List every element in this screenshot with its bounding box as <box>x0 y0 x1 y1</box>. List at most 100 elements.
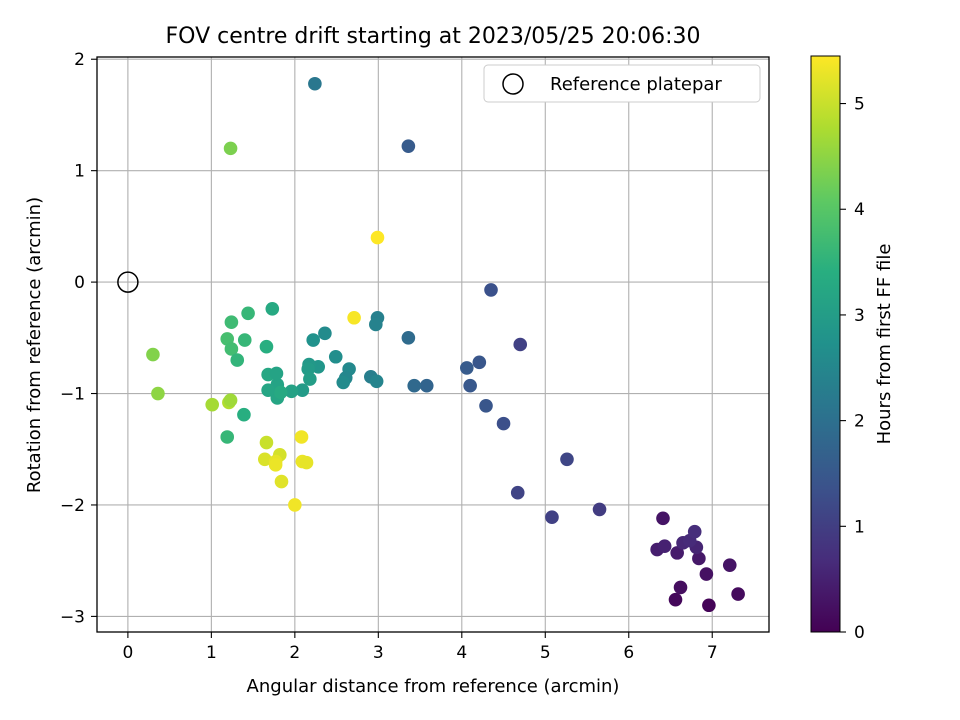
data-point <box>673 580 688 595</box>
data-point <box>303 372 317 386</box>
chart-title: FOV centre drift starting at 2023/05/25 … <box>166 24 701 49</box>
data-point <box>241 306 255 321</box>
data-point <box>510 485 525 500</box>
reference-marker <box>117 271 139 293</box>
data-point <box>318 326 332 341</box>
data-point <box>224 315 239 330</box>
colorbar: 0 1 2 3 4 5 Hours from first FF file <box>810 55 895 643</box>
data-point <box>273 385 288 400</box>
data-point <box>370 230 385 245</box>
colorbar-tick-label: 1 <box>854 517 865 537</box>
y-tick-label: 2 <box>74 50 85 70</box>
data-point <box>336 375 351 390</box>
x-tick-label: 4 <box>456 643 467 663</box>
data-point <box>230 353 245 367</box>
data-point <box>656 511 670 526</box>
y-axis-label: Rotation from reference (arcmin) <box>24 197 45 493</box>
data-point <box>560 452 574 467</box>
data-point <box>257 452 272 467</box>
data-point <box>479 398 493 413</box>
legend: Reference platepar <box>483 64 761 103</box>
x-tick-label: 7 <box>707 643 718 663</box>
colorbar-label: Hours from first FF file <box>874 244 895 445</box>
grid <box>97 57 769 632</box>
data-point <box>513 337 528 352</box>
data-point <box>460 361 474 375</box>
data-point <box>545 510 559 525</box>
data-point <box>295 383 310 397</box>
y-tick-label: 1 <box>74 162 85 182</box>
data-point <box>237 407 251 422</box>
data-point <box>699 567 714 581</box>
data-point <box>668 592 683 607</box>
data-point <box>369 317 383 332</box>
data-point <box>268 458 283 472</box>
data-point <box>151 386 165 401</box>
colorbar-tick-label: 2 <box>854 412 865 432</box>
y-tick-label: −3 <box>60 607 85 627</box>
data-point <box>259 339 274 354</box>
data-point <box>294 430 309 444</box>
data-point <box>657 539 672 553</box>
x-tick-label: 2 <box>289 643 300 663</box>
data-point <box>592 502 607 517</box>
data-point <box>288 498 302 512</box>
data-point <box>419 378 434 393</box>
data-point <box>369 374 384 389</box>
x-tick-label: 0 <box>122 643 133 663</box>
y-tick-label: −1 <box>60 385 85 405</box>
data-point <box>265 302 280 316</box>
data-point <box>220 430 235 444</box>
data-point <box>347 310 361 325</box>
colorbar-tick-label: 5 <box>854 95 865 115</box>
data-point <box>496 416 511 431</box>
data-point <box>670 546 684 560</box>
reference-marker-layer <box>117 271 139 293</box>
data-point <box>269 366 284 381</box>
y-axis-ticks: −3 −2 −1 0 1 2 <box>60 50 97 627</box>
data-point <box>722 558 737 572</box>
plot-frame <box>96 56 770 633</box>
x-tick-label: 1 <box>206 643 217 663</box>
data-points <box>146 76 745 613</box>
data-point <box>274 474 289 489</box>
colorbar-tick-label: 3 <box>854 306 865 326</box>
data-point <box>284 384 299 399</box>
colorbar-tick-label: 4 <box>854 200 865 220</box>
colorbar-tick-label: 0 <box>854 623 865 643</box>
data-point <box>306 333 321 347</box>
data-point <box>401 331 416 345</box>
data-point <box>702 598 716 613</box>
data-point <box>223 393 238 408</box>
data-point <box>472 355 487 370</box>
y-tick-label: −2 <box>60 496 85 516</box>
data-point <box>308 76 322 91</box>
data-point <box>146 347 160 362</box>
data-point <box>223 141 238 156</box>
legend-entry-label: Reference platepar <box>550 74 722 95</box>
colorbar-ticks: 0 1 2 3 4 5 <box>840 95 865 643</box>
data-point <box>463 378 477 393</box>
data-point <box>484 283 498 297</box>
data-point <box>299 455 314 470</box>
x-tick-label: 6 <box>623 643 634 663</box>
x-axis-label: Angular distance from reference (arcmin) <box>247 676 620 697</box>
x-axis-ticks: 0 1 2 3 4 5 6 7 <box>122 632 718 663</box>
x-tick-label: 5 <box>540 643 551 663</box>
y-tick-label: 0 <box>74 273 85 293</box>
data-point <box>261 383 275 397</box>
x-tick-label: 3 <box>373 643 384 663</box>
data-point <box>237 333 252 347</box>
data-point <box>205 397 219 412</box>
colorbar-gradient <box>810 55 841 633</box>
data-point <box>224 342 239 356</box>
data-point <box>401 139 416 153</box>
data-point <box>687 524 702 539</box>
data-point <box>692 551 706 566</box>
legend-box <box>483 64 761 103</box>
data-point <box>407 378 422 393</box>
legend-open-circle-icon <box>502 73 524 95</box>
data-point <box>328 349 343 364</box>
data-point <box>731 587 745 601</box>
